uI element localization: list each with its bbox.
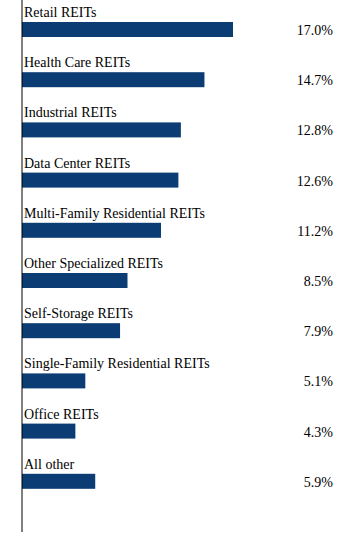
data-labels: 17.0% 14.7% 12.8% 12.6% 11.2% 8.5% 7.9% 5.1% 4.3… bbox=[297, 23, 334, 490]
data-label: 11.2% bbox=[297, 224, 333, 239]
category-label: Single-Family Residential REITs bbox=[24, 356, 210, 371]
category-label: Data Center REITs bbox=[24, 156, 130, 171]
bar bbox=[22, 122, 181, 137]
category-label: Multi-Family Residential REITs bbox=[24, 206, 205, 221]
data-label: 12.6% bbox=[297, 174, 334, 189]
axis-line bbox=[22, 0, 23, 532]
category-label: Health Care REITs bbox=[24, 55, 130, 70]
bar bbox=[22, 223, 161, 238]
category-label: All other bbox=[24, 457, 74, 472]
data-label: 7.9% bbox=[304, 324, 334, 339]
data-label: 8.5% bbox=[304, 274, 334, 289]
data-label: 4.3% bbox=[304, 425, 334, 440]
category-label: Other Specialized REITs bbox=[24, 256, 163, 271]
data-label: 5.1% bbox=[304, 374, 334, 389]
bar bbox=[22, 323, 120, 338]
bar bbox=[22, 373, 85, 388]
data-label: 5.9% bbox=[304, 475, 334, 490]
category-label: Office REITs bbox=[24, 407, 99, 422]
data-label: 12.8% bbox=[297, 123, 334, 138]
bar bbox=[22, 474, 95, 489]
category-label: Industrial REITs bbox=[24, 105, 117, 120]
bar bbox=[22, 72, 204, 87]
bar bbox=[22, 273, 128, 288]
category-label: Retail REITs bbox=[24, 5, 97, 20]
category-labels: Retail REITs Health Care REITs Industrial … bbox=[24, 5, 210, 472]
data-label: 14.7% bbox=[297, 73, 334, 88]
bar bbox=[22, 424, 75, 439]
chart: Retail REITs Health Care REITs Industrial … bbox=[0, 0, 360, 537]
bars bbox=[22, 22, 233, 489]
bar bbox=[22, 22, 233, 37]
category-label: Self-Storage REITs bbox=[24, 306, 133, 321]
bar bbox=[22, 173, 178, 188]
data-label: 17.0% bbox=[297, 23, 334, 38]
